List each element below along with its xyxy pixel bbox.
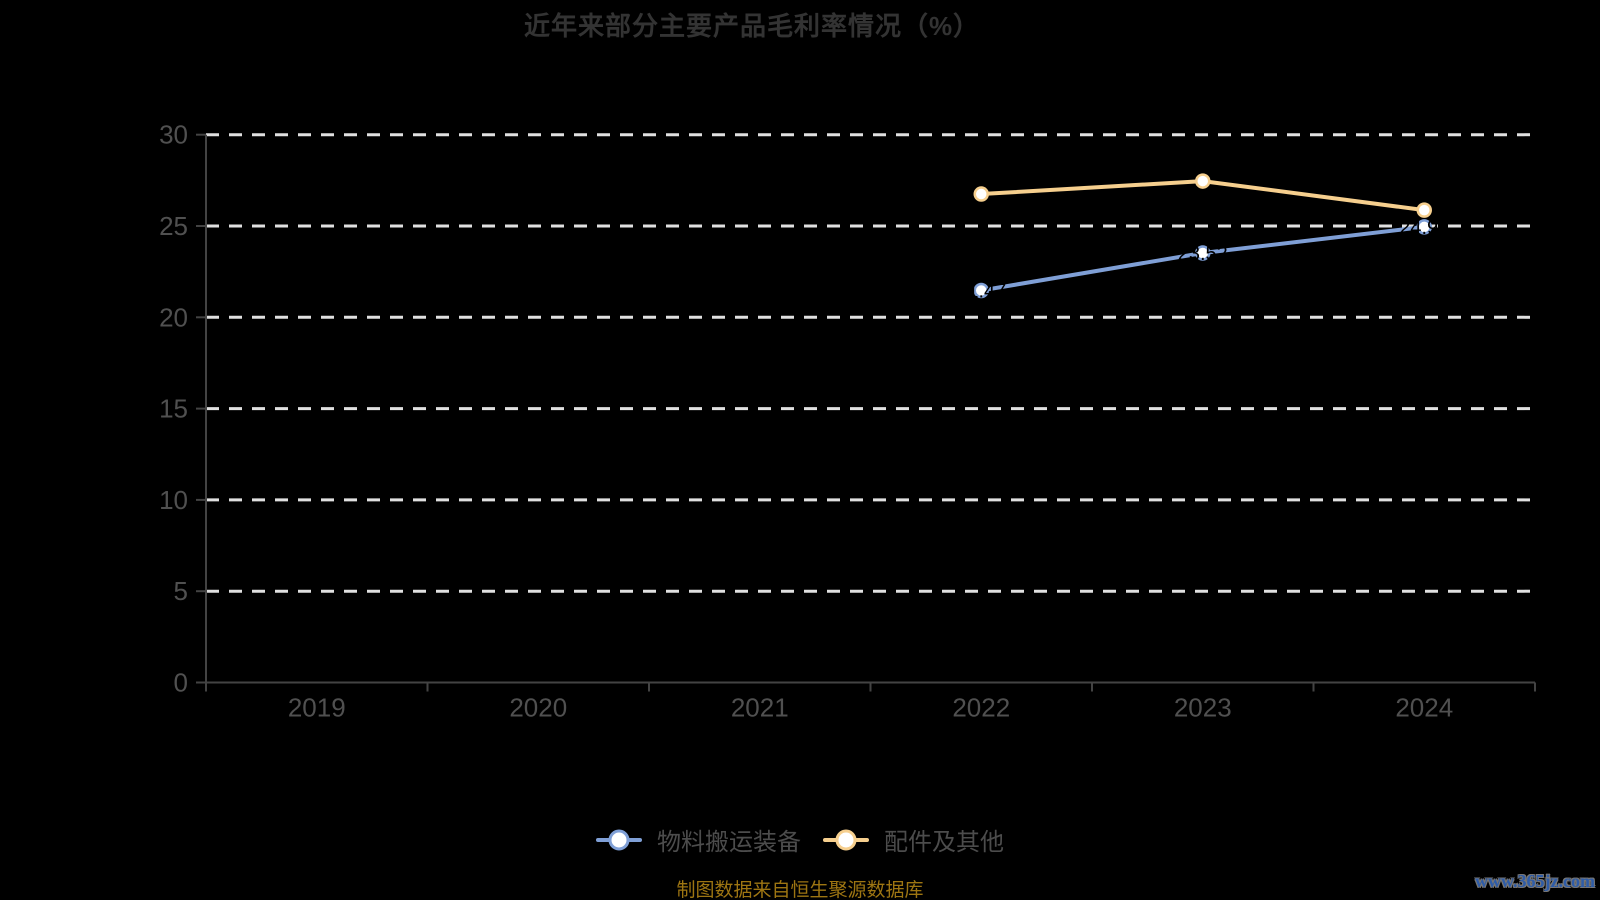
data-point-marker xyxy=(973,282,989,299)
x-axis-tick-label: 2023 xyxy=(1174,693,1232,723)
x-axis-tick-label: 2022 xyxy=(952,693,1010,723)
y-axis-tick-label: 30 xyxy=(159,120,188,150)
data-point-label: 21.47 xyxy=(956,280,1006,302)
x-axis-tick-label: 2020 xyxy=(509,693,567,723)
legend-circle-marker-icon xyxy=(835,829,857,850)
x-axis-tick-label: 2019 xyxy=(288,693,346,723)
data-point-label: 23.52 xyxy=(1178,243,1228,265)
y-axis-tick-label: 10 xyxy=(159,485,188,515)
data-point-marker xyxy=(1416,202,1432,218)
y-axis-tick-label: 20 xyxy=(159,302,188,332)
legend-line-marker-yellow xyxy=(823,829,869,850)
chart-legend: 物料搬运装备 配件及其他 xyxy=(596,822,1004,857)
data-source-note: 制图数据来自恒生聚源数据库 xyxy=(676,880,924,900)
legend-label: 配件及其他 xyxy=(884,829,1004,856)
legend-item-material-handling[interactable]: 物料搬运装备 xyxy=(596,822,801,857)
legend-line-marker-blue xyxy=(596,829,642,850)
legend-circle-marker-icon xyxy=(608,829,630,850)
x-axis-tick-label: 2021 xyxy=(731,693,789,723)
data-point-label: 26.75 xyxy=(956,163,1006,185)
y-axis-tick-label: 15 xyxy=(159,394,188,424)
legend-label: 物料搬运装备 xyxy=(657,829,801,856)
y-axis-tick-label: 25 xyxy=(159,211,188,241)
y-axis-tick-label: 5 xyxy=(174,576,188,606)
watermark-link[interactable]: www.365jz.com xyxy=(1475,871,1595,891)
data-point-label: 24.95 xyxy=(1399,217,1449,239)
data-point-marker xyxy=(1195,173,1211,189)
y-axis-tick-label: 0 xyxy=(174,668,188,698)
data-point-label: 25.87 xyxy=(1399,179,1449,201)
data-point-marker xyxy=(1195,245,1211,261)
data-point-marker xyxy=(1416,219,1432,235)
x-axis-tick-label: 2024 xyxy=(1395,693,1453,723)
data-point-marker xyxy=(973,186,989,202)
data-point-label: 27.46 xyxy=(1178,150,1228,172)
legend-item-accessories[interactable]: 配件及其他 xyxy=(823,822,1004,857)
chart-title: 近年来部分主要产品毛利率情况（%） xyxy=(523,11,981,41)
